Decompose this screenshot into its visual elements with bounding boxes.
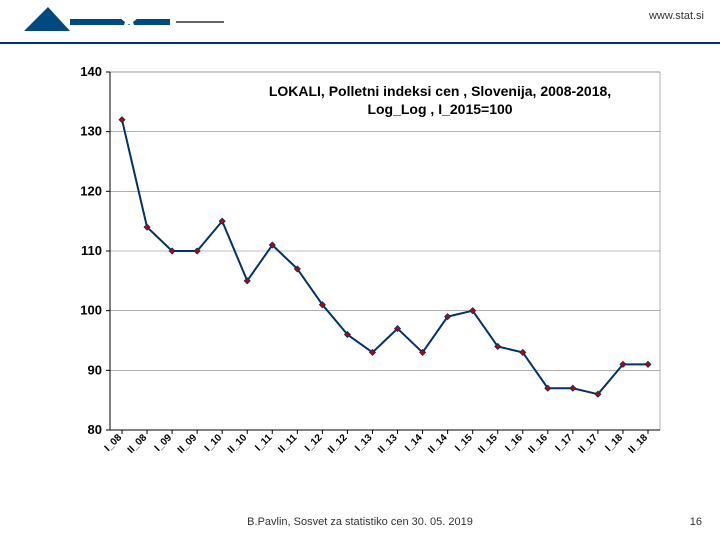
svg-text:II_12: II_12 (326, 432, 350, 456)
svg-text:II_10: II_10 (226, 432, 250, 456)
svg-text:II_18: II_18 (627, 432, 651, 456)
svg-text:I_08: I_08 (103, 432, 125, 454)
page-number: 16 (690, 516, 702, 528)
svg-text:I_14: I_14 (403, 432, 425, 454)
svg-text:II_16: II_16 (526, 432, 550, 456)
svg-text:II_17: II_17 (577, 432, 601, 456)
svg-text:II_08: II_08 (126, 432, 150, 456)
chart-container: 8090100110120130140I_08II_08I_09II_09I_1… (0, 42, 720, 512)
svg-text:140: 140 (80, 64, 102, 79)
header-url: www.stat.si (649, 10, 704, 22)
svg-text:80: 80 (88, 422, 102, 437)
svg-text:I_16: I_16 (503, 432, 525, 454)
logo-icon (24, 7, 224, 35)
footer-caption: B.Pavlin, Sosvet za statistiko cen 30. 0… (247, 516, 473, 528)
footer: B.Pavlin, Sosvet za statistiko cen 30. 0… (0, 516, 720, 534)
svg-text:II_09: II_09 (176, 432, 200, 456)
svg-text:I_10: I_10 (203, 432, 225, 454)
svg-text:I_17: I_17 (553, 432, 575, 454)
svg-text:II_15: II_15 (476, 432, 500, 456)
svg-text:120: 120 (80, 183, 102, 198)
svg-text:I_09: I_09 (153, 432, 175, 454)
svg-text:110: 110 (81, 243, 102, 258)
svg-text:I_12: I_12 (303, 432, 325, 454)
line-chart: 8090100110120130140I_08II_08I_09II_09I_1… (0, 42, 720, 512)
logo (24, 6, 244, 36)
svg-text:130: 130 (80, 124, 102, 139)
svg-text:I_11: I_11 (253, 432, 274, 453)
svg-text:I_18: I_18 (604, 432, 626, 454)
svg-text:100: 100 (80, 303, 102, 318)
svg-text:I_13: I_13 (353, 432, 375, 454)
svg-text:II_13: II_13 (376, 432, 400, 456)
svg-text:II_11: II_11 (276, 432, 299, 455)
header-bar: www.stat.si (0, 0, 720, 44)
svg-text:II_14: II_14 (426, 432, 450, 456)
svg-text:90: 90 (88, 362, 102, 377)
svg-text:I_15: I_15 (453, 432, 475, 454)
